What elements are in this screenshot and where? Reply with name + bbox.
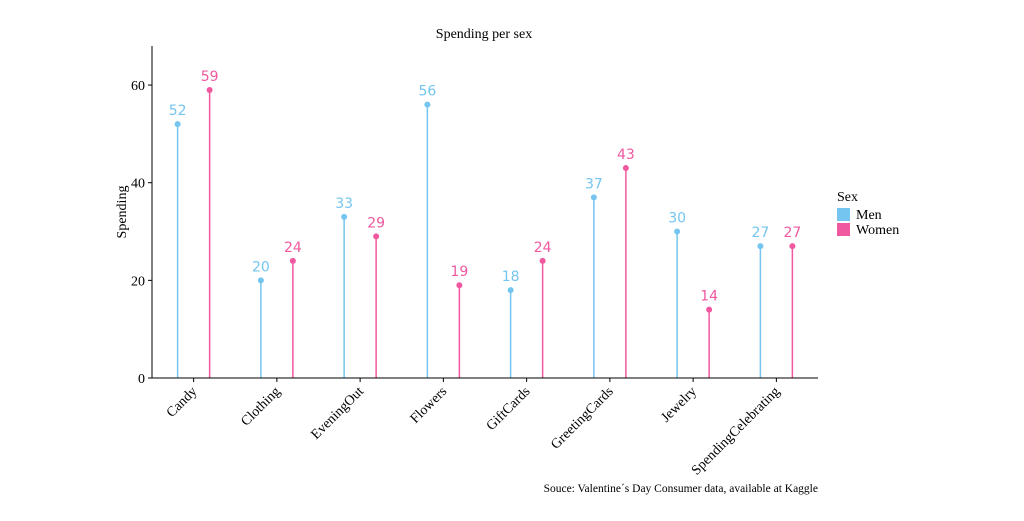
x-ticks: Candy Clothing EveningOut Flowers GiftCards G… [164,378,783,478]
data-label: 27 [783,225,801,241]
data-label: 24 [534,240,552,256]
data-label: 19 [450,264,468,280]
data-label: 20 [252,259,270,275]
legend-title: Sex [837,190,858,205]
lollipop-point [289,257,296,264]
data-label: 30 [668,211,686,227]
lollipop-point [206,86,213,93]
data-label: 37 [585,176,603,192]
x-tick-label: SpendingCelebrating [689,384,783,478]
lollipop-point [706,306,713,313]
data-label: 56 [418,84,436,100]
data-label: 14 [700,289,718,305]
data-label: 59 [201,69,219,85]
data-label: 18 [502,269,520,285]
data-label: 33 [335,196,353,212]
lollipop-point [424,101,431,108]
y-tick-label: 20 [131,274,145,289]
x-tick-label: Flowers [408,384,451,427]
lollipop-point [341,213,348,220]
x-tick-label: Clothing [238,384,283,429]
legend-swatch [837,208,850,221]
lollipop-point [539,257,546,264]
lollipop-point [174,121,181,128]
lollipop-point [674,228,681,235]
lollipop-point [789,243,796,250]
legend-label: Women [856,223,899,238]
legend-swatch [837,223,850,236]
data-label: 24 [284,240,302,256]
y-tick-label: 60 [131,79,145,94]
y-tick-label: 0 [138,372,145,387]
y-ticks: 0 20 40 60 [131,79,152,387]
lollipop-point [507,287,514,294]
lollipop-point [456,282,463,289]
lollipop-point [590,194,597,201]
lollipop-point [757,243,764,250]
data-label: 43 [617,147,635,163]
y-axis-label: Spending [115,186,130,239]
lollipop-point [373,233,380,240]
x-tick-label: Candy [164,384,200,420]
x-tick-label: EveningOut [309,384,368,443]
legend-label: Men [856,208,882,223]
chart-title: Spending per sex [436,27,532,42]
data-label: 29 [367,215,385,231]
x-tick-label: GiftCards [484,384,534,434]
lollipop-point [622,165,629,172]
lollipop-point [257,277,264,284]
data-label: 52 [169,103,187,119]
x-tick-label: GreetingCards [548,384,616,452]
chart-caption: Souce: Valentine´s Day Consumer data, av… [544,483,818,495]
plot-area: 52 20 33 56 18 37 30 27 59 24 29 19 24 43 14 27 [169,69,801,378]
x-tick-label: Jewelry [659,384,700,425]
y-tick-label: 40 [131,177,145,192]
data-label: 27 [751,225,769,241]
